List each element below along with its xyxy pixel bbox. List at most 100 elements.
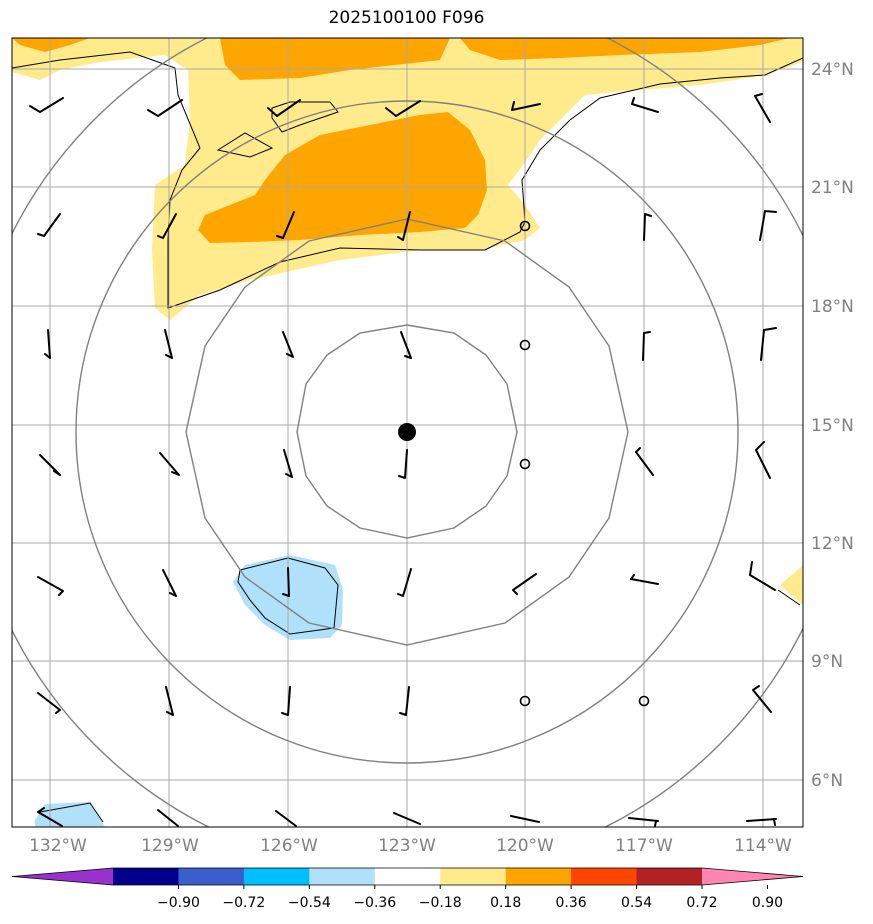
range-rings bbox=[12, 38, 803, 827]
wind-barb bbox=[759, 210, 777, 241]
lat-tick-label: 18°N bbox=[811, 297, 854, 317]
calm-wind-marker bbox=[519, 695, 531, 707]
wind-barb bbox=[393, 812, 421, 825]
lon-tick-label: 117°W bbox=[615, 836, 673, 856]
wind-barb bbox=[29, 97, 64, 113]
positive-region-mid-2 bbox=[460, 38, 790, 60]
map-title: 2025100100 F096 bbox=[328, 8, 485, 28]
colorbar-segment bbox=[309, 868, 376, 885]
colorbar-label: 0.90 bbox=[752, 895, 783, 911]
wind-barb bbox=[147, 99, 183, 117]
wind-barbs bbox=[29, 93, 777, 827]
wind-barb bbox=[511, 101, 541, 111]
wind-barb bbox=[157, 809, 179, 827]
wind-barb bbox=[400, 331, 412, 359]
colorbar-label: −0.54 bbox=[288, 895, 331, 911]
wind-barb bbox=[162, 569, 177, 597]
colorbar-label: −0.90 bbox=[157, 895, 200, 911]
colorbar-segment bbox=[505, 868, 572, 885]
lat-tick-label: 15°N bbox=[811, 416, 854, 436]
calm-wind-marker bbox=[519, 339, 531, 351]
lat-tick-label: 21°N bbox=[811, 178, 854, 198]
wind-barb bbox=[281, 686, 291, 716]
colorbar-label: 0.54 bbox=[621, 895, 652, 911]
colorbar-segment bbox=[243, 868, 310, 885]
lon-tick-label: 129°W bbox=[141, 836, 199, 856]
wind-barb bbox=[628, 817, 659, 827]
colorbar-label: −0.36 bbox=[353, 895, 396, 911]
wind-barb bbox=[37, 576, 64, 596]
plot-frame bbox=[11, 37, 804, 828]
lon-tick-label: 132°W bbox=[29, 836, 87, 856]
wind-barb bbox=[267, 99, 301, 117]
wind-barb bbox=[39, 454, 61, 476]
wind-barb bbox=[157, 213, 177, 239]
wind-barb bbox=[752, 685, 772, 713]
calm-wind-marker bbox=[638, 695, 650, 707]
negative-region-light-2 bbox=[35, 802, 105, 827]
lon-tick-label: 114°W bbox=[734, 836, 792, 856]
colorbar-segment bbox=[113, 868, 179, 885]
positive-region-mid-3 bbox=[12, 38, 90, 52]
wind-barb bbox=[749, 561, 776, 591]
colorbar-segment bbox=[636, 868, 703, 885]
calm-wind-marker bbox=[519, 220, 531, 232]
wind-barb bbox=[37, 807, 63, 827]
wind-barb bbox=[282, 567, 290, 597]
colorbar-segment bbox=[440, 868, 507, 885]
wind-barb bbox=[746, 818, 777, 826]
lon-tick-label: 126°W bbox=[260, 836, 318, 856]
wind-barb bbox=[282, 331, 294, 358]
lat-tick-label: 24°N bbox=[811, 60, 854, 80]
colorbar-label: 0.72 bbox=[686, 895, 717, 911]
positive-region-mid-4 bbox=[198, 112, 487, 243]
colorbar-label: 0.36 bbox=[556, 895, 587, 911]
wind-barb bbox=[37, 692, 61, 714]
wind-barb bbox=[635, 447, 654, 476]
wind-barb bbox=[755, 441, 771, 479]
wind-barb bbox=[760, 327, 777, 361]
wind-barb bbox=[643, 213, 652, 241]
wind-barb bbox=[512, 573, 537, 595]
wind-barb bbox=[397, 568, 412, 597]
longitude-ticks: 132°W 129°W 126°W 123°W 120°W 117°W 114°… bbox=[29, 836, 792, 856]
positive-region-light-2 bbox=[780, 565, 803, 605]
lon-tick-label: 120°W bbox=[496, 836, 554, 856]
wind-barb bbox=[398, 449, 408, 479]
colorbar: −0.90 −0.72 −0.54 −0.36 −0.18 0.18 0.36 0.54 0.7… bbox=[11, 867, 804, 911]
lon-tick-label: 123°W bbox=[378, 836, 436, 856]
lat-tick-label: 12°N bbox=[811, 534, 854, 554]
colorbar-outline bbox=[11, 867, 804, 886]
latitude-ticks: 24°N 21°N 18°N 15°N 12°N 9°N 6°N bbox=[811, 60, 854, 791]
wind-barb bbox=[399, 686, 410, 716]
lat-tick-label: 9°N bbox=[811, 652, 843, 672]
wind-barb bbox=[642, 331, 651, 361]
wind-barb bbox=[385, 100, 421, 117]
wind-barb bbox=[510, 815, 540, 823]
wind-barb bbox=[37, 213, 61, 237]
wind-barb bbox=[631, 97, 659, 113]
lat-tick-label: 6°N bbox=[811, 771, 843, 791]
colorbar-extend-min bbox=[12, 868, 113, 885]
colorbar-label: −0.72 bbox=[222, 895, 265, 911]
calm-wind-marker bbox=[519, 458, 531, 470]
wind-barb bbox=[164, 329, 173, 359]
colorbar-label: 0.18 bbox=[490, 895, 521, 911]
colorbar-label: −0.18 bbox=[419, 895, 462, 911]
wind-barb bbox=[44, 329, 51, 359]
wind-barb bbox=[165, 686, 174, 716]
wind-barb bbox=[275, 810, 297, 827]
colorbar-segment bbox=[374, 868, 441, 885]
storm-center-marker bbox=[398, 423, 416, 441]
colorbar-extend-max bbox=[702, 868, 803, 885]
wind-barb bbox=[159, 452, 180, 476]
colorbar-segment bbox=[178, 868, 245, 885]
colorbar-segment bbox=[571, 868, 638, 885]
wind-barb bbox=[630, 574, 659, 585]
wind-barb bbox=[276, 211, 295, 239]
wind-barb bbox=[397, 211, 411, 241]
gridlines bbox=[12, 38, 803, 827]
wind-barb bbox=[754, 93, 771, 123]
wind-barb bbox=[283, 449, 293, 478]
